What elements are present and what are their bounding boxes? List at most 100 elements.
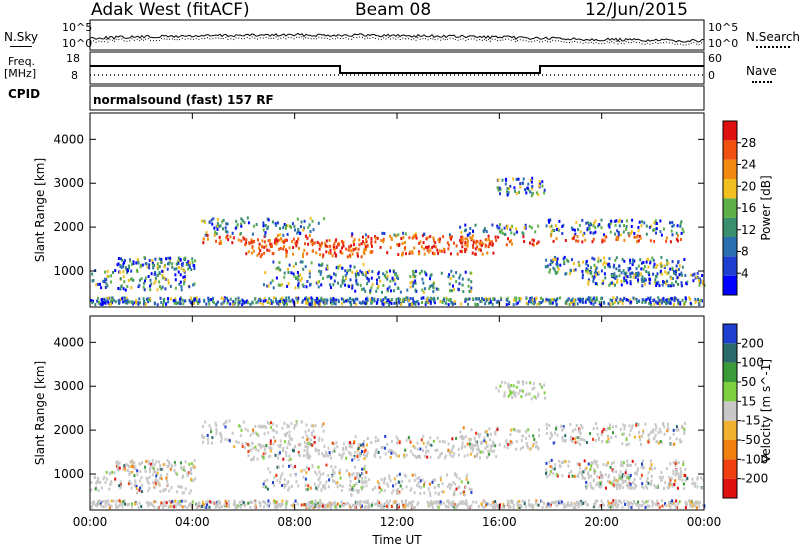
data-cell — [288, 464, 290, 468]
data-cell — [240, 505, 242, 509]
data-cell — [310, 443, 313, 447]
data-cell — [308, 269, 311, 273]
data-cell — [347, 269, 350, 273]
y-tick-label: 1000 — [53, 467, 84, 481]
data-cell — [272, 260, 275, 264]
data-cell — [254, 425, 257, 428]
data-cell — [94, 303, 97, 307]
data-cell — [156, 506, 159, 509]
data-cell — [124, 288, 127, 292]
data-cell — [279, 445, 282, 449]
data-cell — [207, 296, 210, 300]
data-cell — [577, 262, 580, 266]
data-cell — [349, 245, 352, 249]
data-cell — [480, 299, 483, 303]
data-cell — [151, 462, 154, 466]
data-cell — [507, 394, 510, 398]
data-cell — [206, 434, 209, 437]
data-cell — [497, 389, 500, 393]
data-cell — [216, 300, 219, 304]
data-cell — [619, 297, 622, 301]
data-cell — [682, 460, 685, 464]
data-cell — [459, 249, 462, 253]
data-cell — [284, 226, 287, 230]
data-cell — [356, 297, 359, 301]
data-cell — [320, 296, 323, 300]
data-cell — [428, 504, 431, 508]
data-cell — [577, 239, 580, 243]
data-cell — [332, 297, 335, 300]
noise-trace-line — [89, 32, 705, 43]
data-cell — [518, 296, 521, 300]
data-cell — [524, 188, 527, 192]
data-cell — [160, 258, 163, 261]
data-cell — [538, 182, 541, 185]
data-cell — [244, 503, 247, 507]
data-cell — [426, 296, 429, 300]
data-cell — [370, 242, 373, 246]
data-cell — [484, 447, 487, 451]
data-cell — [146, 477, 149, 481]
data-cell — [647, 471, 650, 475]
data-cell — [215, 232, 218, 236]
data-cell — [266, 284, 269, 288]
data-cell — [416, 477, 419, 480]
data-cell — [458, 477, 461, 481]
data-cell — [305, 453, 308, 457]
data-cell — [173, 468, 176, 472]
data-cell — [649, 259, 652, 263]
data-cell — [216, 502, 219, 506]
data-cell — [405, 453, 408, 457]
data-cell — [647, 440, 650, 444]
data-cell — [274, 453, 277, 457]
data-cell — [308, 456, 311, 460]
data-cell — [675, 473, 677, 477]
data-cell — [135, 484, 138, 488]
data-cell — [614, 223, 617, 227]
data-cell — [234, 502, 237, 506]
data-cell — [616, 483, 619, 487]
data-cell — [595, 460, 598, 464]
data-cell — [294, 286, 297, 290]
data-cell — [377, 272, 380, 276]
data-cell — [485, 238, 488, 242]
data-cell — [241, 444, 244, 448]
data-cell — [200, 219, 203, 223]
data-cell — [323, 483, 326, 487]
data-cell — [397, 480, 400, 484]
data-cell — [270, 242, 273, 246]
data-cell — [578, 470, 581, 474]
data-cell — [466, 503, 469, 507]
data-cell — [509, 392, 512, 396]
data-cell — [136, 491, 138, 495]
data-cell — [590, 464, 593, 468]
data-cell — [395, 435, 398, 439]
data-cell — [670, 443, 673, 447]
data-cell — [652, 272, 655, 276]
data-cell — [423, 252, 426, 256]
data-cell — [229, 297, 232, 301]
data-cell — [464, 247, 467, 251]
data-cell — [224, 226, 227, 230]
data-cell — [640, 504, 643, 508]
data-cell — [333, 251, 336, 255]
data-cell — [160, 477, 163, 481]
data-cell — [355, 247, 357, 250]
data-cell — [232, 302, 235, 306]
data-cell — [582, 233, 585, 237]
data-cell — [263, 424, 266, 428]
data-cell — [492, 297, 495, 301]
data-cell — [314, 298, 317, 302]
data-cell — [131, 470, 134, 474]
data-cell — [485, 297, 487, 300]
data-cell — [118, 484, 121, 488]
data-cell — [679, 440, 682, 444]
data-cell — [237, 303, 240, 307]
data-cell — [683, 431, 686, 435]
data-cell — [93, 475, 96, 479]
data-cell — [234, 301, 237, 305]
data-cell — [337, 266, 340, 270]
data-cell — [423, 481, 426, 485]
data-cell — [297, 285, 300, 289]
data-cell — [412, 275, 415, 279]
